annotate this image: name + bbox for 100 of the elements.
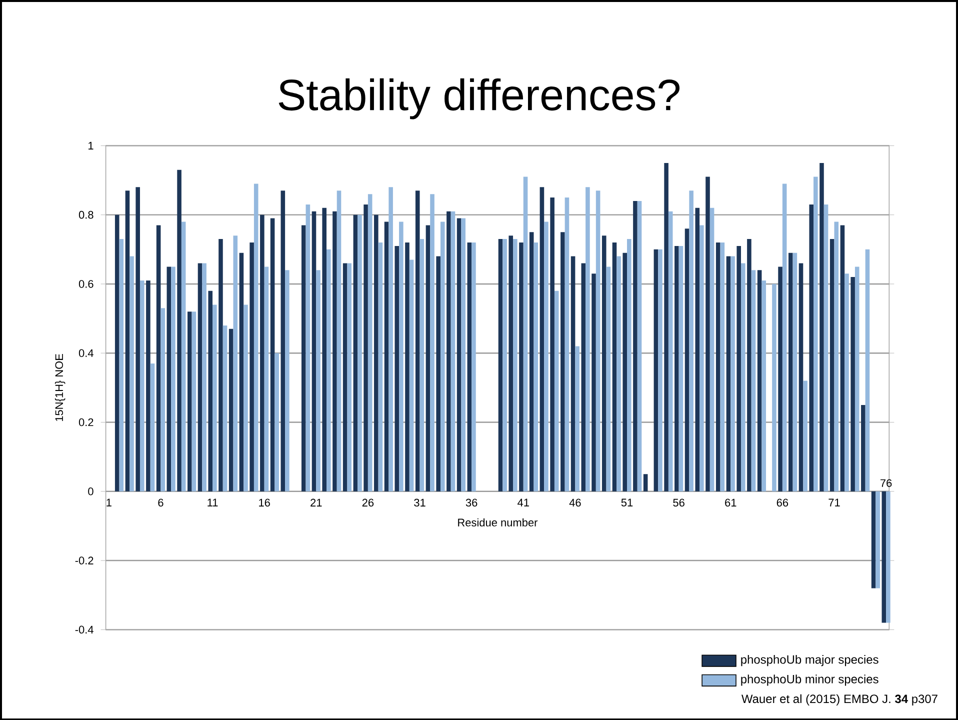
- bar: [534, 242, 538, 492]
- y-tick-label: -0.4: [75, 626, 94, 634]
- bar: [420, 238, 424, 492]
- bar: [285, 270, 290, 492]
- bar: [347, 262, 352, 492]
- bar: [882, 491, 886, 623]
- bar: [513, 238, 518, 492]
- x-tick-label: 56: [673, 498, 684, 506]
- text: Wauer et al (2015) EMBO J. 34 p307: [741, 694, 938, 706]
- bar: [570, 256, 576, 492]
- bar: [726, 256, 731, 492]
- bar: [156, 224, 161, 492]
- bar: [322, 208, 326, 492]
- bar: [212, 304, 217, 492]
- bar: [502, 238, 507, 492]
- bar: [125, 190, 130, 492]
- bar: [280, 190, 286, 492]
- bar: [150, 363, 155, 492]
- bar: [668, 211, 673, 492]
- bar: [586, 186, 590, 492]
- bar: [720, 242, 725, 492]
- chart-title: Stability differences?: [278, 78, 680, 120]
- bar: [202, 262, 206, 492]
- bar: [854, 266, 860, 492]
- bar: [436, 256, 440, 492]
- bar: [368, 194, 372, 492]
- bar: [523, 176, 528, 492]
- bar: [814, 176, 818, 492]
- bar: [409, 260, 414, 492]
- bar: [388, 186, 393, 492]
- bar: [637, 200, 642, 492]
- bar: [198, 262, 202, 492]
- bar: [358, 214, 362, 492]
- bar: [844, 273, 849, 492]
- bar: [824, 204, 828, 492]
- bar: [136, 186, 140, 492]
- bar: [757, 270, 762, 492]
- x-tick-label: 11: [208, 498, 218, 506]
- x-tick-label: 51: [621, 498, 633, 506]
- bar: [239, 252, 244, 492]
- y-tick-label: 0.4: [78, 348, 94, 357]
- x-tick-label: 1: [106, 498, 112, 506]
- bar: [140, 280, 144, 492]
- bar: [834, 222, 839, 492]
- x-tick-label: 31: [414, 498, 426, 506]
- bar: [332, 211, 337, 492]
- legend-label: phosphoUb minor species: [741, 674, 878, 686]
- bar: [861, 404, 866, 492]
- bar: [228, 328, 234, 492]
- bar: [684, 228, 690, 492]
- bar: [544, 222, 548, 492]
- bar: [146, 280, 150, 492]
- y-tick-label: 0.8: [78, 210, 94, 218]
- bar: [876, 491, 880, 588]
- bar: [394, 246, 400, 492]
- bar: [747, 238, 752, 492]
- bar: [633, 200, 638, 492]
- bar: [446, 211, 451, 492]
- y-axis-title: 15N{1H} NOE: [54, 354, 66, 421]
- bar: [119, 238, 124, 492]
- bar: [792, 252, 798, 492]
- bar: [312, 211, 316, 492]
- bar: [270, 218, 275, 492]
- bar: [592, 273, 596, 492]
- bar: [612, 242, 617, 492]
- bar: [762, 280, 766, 492]
- bar: [254, 183, 258, 492]
- bar: [326, 249, 331, 492]
- legend-label: phosphoUb major species: [741, 654, 878, 666]
- bar: [529, 232, 534, 492]
- bar: [519, 242, 524, 492]
- bar: [378, 242, 383, 492]
- bar: [264, 266, 269, 492]
- bar: [430, 194, 434, 492]
- bar: [560, 232, 565, 492]
- bar: [643, 474, 648, 492]
- bar: [674, 246, 679, 492]
- bar: [695, 208, 700, 492]
- bar: [114, 214, 120, 492]
- bar: [778, 266, 782, 492]
- bar: [274, 352, 279, 492]
- x-tick-label: 16: [259, 498, 270, 506]
- bar: [664, 162, 668, 492]
- bar: [740, 262, 746, 492]
- bar: [575, 346, 580, 492]
- bar: [658, 249, 662, 492]
- bar: [772, 284, 776, 492]
- y-tick-label: 1: [88, 142, 94, 150]
- bar: [798, 262, 804, 492]
- bar: [405, 242, 410, 492]
- bar: [710, 208, 714, 492]
- bar: [353, 214, 358, 492]
- bar: [450, 211, 456, 492]
- bar: [850, 276, 855, 492]
- bar: [554, 290, 559, 492]
- bar: [218, 238, 223, 492]
- bar: [540, 186, 544, 492]
- bar: [803, 380, 808, 492]
- bar: [384, 222, 389, 492]
- bar: [461, 218, 466, 492]
